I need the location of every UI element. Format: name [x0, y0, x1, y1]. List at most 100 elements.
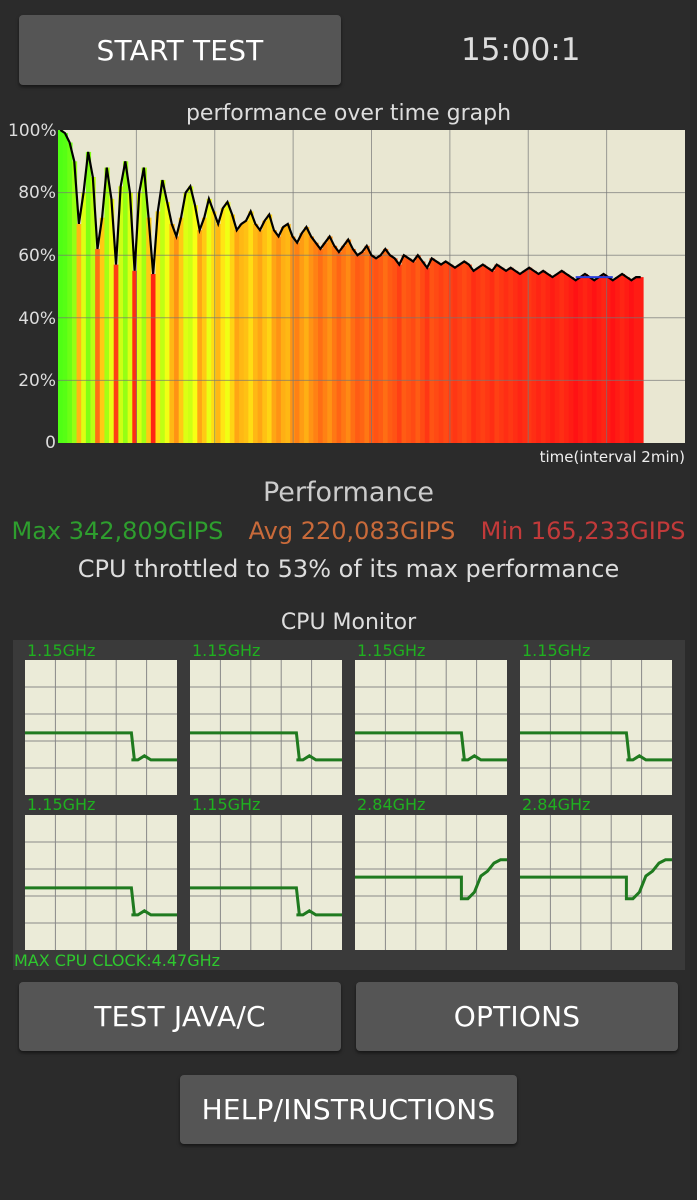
performance-bar [517, 273, 523, 443]
performance-bar [285, 223, 291, 443]
performance-bar [387, 255, 393, 443]
y-tick-20: 20% [18, 371, 56, 391]
performance-bar [318, 248, 324, 443]
performance-bar [633, 277, 639, 443]
performance-bar [420, 261, 426, 443]
cpu-monitor-title: CPU Monitor [280, 610, 417, 635]
performance-bar [308, 236, 314, 443]
performance-bar [554, 273, 561, 443]
help-instructions-button[interactable]: HELP/INSTRUCTIONS [180, 1075, 517, 1144]
start-test-button[interactable]: START TEST [19, 15, 341, 85]
core-3-graph [520, 660, 672, 795]
performance-bar [90, 176, 96, 443]
performance-bar [536, 273, 542, 443]
performance-bar [201, 217, 208, 443]
core-frequency-line [190, 886, 342, 917]
performance-bar [392, 258, 398, 443]
performance-bar [266, 214, 273, 443]
core-5-graph [190, 815, 342, 950]
performance-bar [150, 273, 157, 443]
performance-bar [582, 273, 588, 443]
performance-bar [526, 267, 533, 443]
core-3-frequency: 1.15GHz [522, 641, 591, 660]
performance-bar [443, 261, 449, 443]
performance-bar [220, 208, 226, 443]
options-button[interactable]: OPTIONS [356, 982, 678, 1051]
performance-line [59, 130, 641, 282]
performance-bar [197, 230, 203, 443]
performance-bar [123, 161, 129, 443]
performance-bar [276, 236, 282, 443]
performance-bar [76, 223, 82, 443]
performance-bar [215, 223, 222, 443]
performance-bar [434, 261, 440, 443]
core-frequency-line [190, 731, 342, 762]
core-6-graph [355, 815, 507, 950]
performance-bar [155, 211, 161, 443]
core-frequency-line [355, 858, 507, 901]
performance-bar [192, 205, 198, 443]
performance-bar [271, 230, 277, 443]
core-2-graph [355, 660, 507, 795]
performance-bar [331, 245, 338, 443]
performance-bar [508, 267, 514, 443]
performance-bar [406, 258, 412, 443]
performance-bar [559, 270, 565, 443]
performance-bar [629, 280, 635, 443]
core-1-graph [190, 660, 342, 795]
performance-bar [336, 252, 342, 443]
performance-bar [578, 277, 584, 443]
core-7-graph [520, 815, 672, 950]
performance-bar [531, 270, 537, 443]
avg-performance: Avg 220,083GIPS [248, 517, 456, 545]
performance-graph [58, 130, 685, 443]
performance-bar [164, 201, 171, 443]
performance-bar [601, 273, 607, 443]
performance-bar [341, 245, 347, 443]
performance-bar [225, 201, 231, 443]
performance-bar [605, 277, 612, 443]
performance-bar [410, 261, 417, 443]
y-tick-100: 100% [8, 121, 57, 141]
performance-bar [461, 261, 468, 443]
performance-bar [299, 233, 305, 443]
performance-bar [160, 180, 166, 443]
stats-row: Max 342,809GIPS Avg 220,083GIPS Min 165,… [0, 517, 697, 545]
performance-bar [85, 151, 92, 443]
performance-bar [424, 267, 431, 443]
max-performance: Max 342,809GIPS [11, 517, 224, 545]
performance-bar [243, 220, 249, 443]
max-cpu-clock: MAX CPU CLOCK:4.47GHz [14, 951, 221, 970]
performance-bar [327, 236, 333, 443]
performance-bar [429, 258, 435, 443]
performance-bar [587, 277, 593, 443]
performance-bar [350, 248, 356, 443]
performance-bar [253, 223, 259, 443]
performance-bar [206, 198, 212, 443]
performance-bar [383, 248, 389, 443]
performance-bar [294, 242, 301, 443]
performance-bar [596, 277, 602, 443]
performance-bar [359, 252, 366, 443]
performance-bar [118, 186, 124, 443]
throttle-summary: CPU throttled to 53% of its max performa… [77, 555, 620, 583]
performance-bar [62, 133, 68, 443]
performance-bar [489, 270, 496, 443]
min-performance: Min 165,233GIPS [480, 517, 686, 545]
performance-bar [513, 270, 519, 443]
core-5-frequency: 1.15GHz [192, 795, 261, 814]
performance-bar [485, 267, 491, 443]
performance-bar [280, 227, 287, 443]
performance-bar [188, 186, 194, 443]
core-6-frequency: 2.84GHz [357, 795, 426, 814]
performance-bar [178, 217, 184, 443]
performance-bar [471, 270, 477, 443]
performance-bar [499, 267, 505, 443]
performance-bar [638, 277, 644, 443]
test-java-c-button[interactable]: TEST JAVA/C [19, 982, 341, 1051]
performance-bar [141, 167, 147, 443]
performance-bar [304, 227, 310, 443]
performance-bar [438, 264, 444, 443]
performance-bar [67, 142, 73, 443]
core-1-frequency: 1.15GHz [192, 641, 261, 660]
